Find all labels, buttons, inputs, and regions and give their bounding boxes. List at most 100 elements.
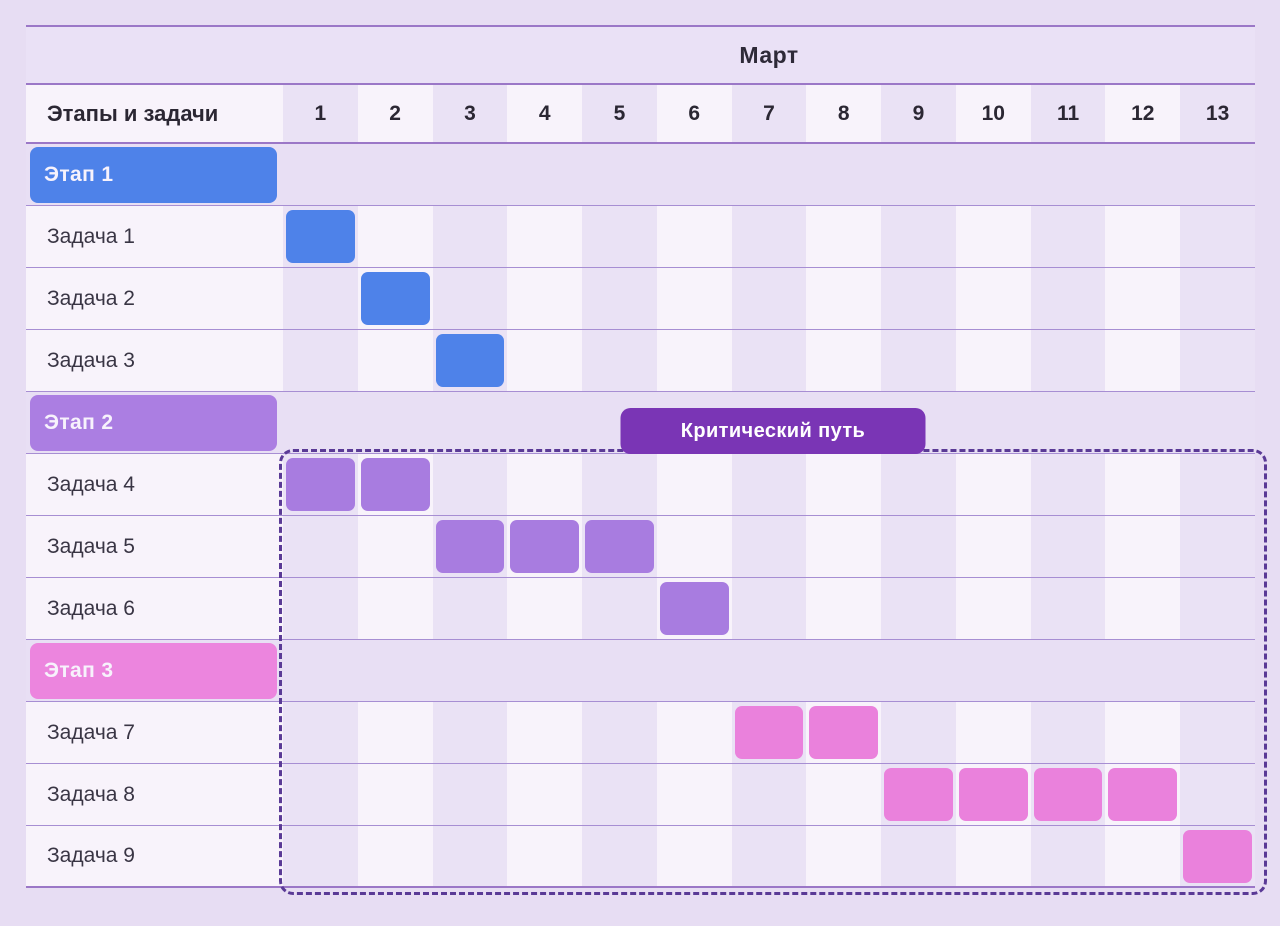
day-cell (1105, 454, 1181, 515)
stage-label: Этап 1 (44, 163, 114, 186)
header-row: Этапы и задачи 1 2 3 4 5 6 7 8 9 10 11 12 13 (26, 85, 1255, 144)
task-bar (360, 458, 430, 511)
day-cell (731, 516, 807, 577)
day-header-cell: 13 (1180, 85, 1255, 142)
day-header-cell: 8 (806, 85, 882, 142)
day-cell (283, 702, 358, 763)
day-cell (1030, 268, 1106, 329)
day-header-cell: 6 (656, 85, 732, 142)
day-cell (432, 206, 508, 267)
task-bar (734, 706, 804, 759)
day-cell (1105, 578, 1181, 639)
day-cell (507, 826, 583, 886)
stage-row: Этап 2 (26, 392, 1255, 454)
task-row: Задача 9 (26, 826, 1255, 888)
day-cell (955, 206, 1031, 267)
day-cell (1030, 330, 1106, 391)
day-cell (507, 330, 583, 391)
day-header-cell: 11 (1030, 85, 1106, 142)
day-cell (507, 206, 583, 267)
day-header-cell: 4 (507, 85, 583, 142)
day-cell (656, 268, 732, 329)
day-cell (357, 330, 433, 391)
day-cell (1030, 702, 1106, 763)
stage-row: Этап 3 (26, 640, 1255, 702)
day-cell (582, 764, 657, 825)
day-cell (806, 454, 882, 515)
task-row: Задача 6 (26, 578, 1255, 640)
day-cell (357, 516, 433, 577)
day-cell (881, 206, 956, 267)
task-bar (435, 334, 505, 387)
day-cell (881, 454, 956, 515)
day-cell (881, 516, 956, 577)
day-cell (432, 578, 508, 639)
day-cell (507, 764, 583, 825)
task-bar (286, 210, 355, 263)
task-row: Задача 3 (26, 330, 1255, 392)
day-cell (1030, 206, 1106, 267)
day-cell (1030, 454, 1106, 515)
day-cell (1105, 330, 1181, 391)
day-cell (881, 330, 956, 391)
day-cell (731, 826, 807, 886)
day-cell (955, 454, 1031, 515)
day-cell (582, 206, 657, 267)
day-cell (357, 578, 433, 639)
task-row: Задача 1 (26, 206, 1255, 268)
task-bar (1183, 830, 1252, 883)
day-cell (283, 268, 358, 329)
task-row: Задача 2 (26, 268, 1255, 330)
day-cell (955, 516, 1031, 577)
task-label: Задача 7 (26, 702, 283, 763)
day-header-cell: 1 (283, 85, 358, 142)
day-cell (507, 702, 583, 763)
task-label: Задача 2 (26, 268, 283, 329)
day-cell (806, 206, 882, 267)
day-cell (1105, 516, 1181, 577)
day-cell (731, 268, 807, 329)
day-header-cell: 12 (1105, 85, 1181, 142)
day-cell (955, 268, 1031, 329)
task-label: Задача 1 (26, 206, 283, 267)
gantt-board: Март Этапы и задачи 1 2 3 4 5 6 7 8 9 10 11 12 13 Эт… (26, 25, 1267, 895)
day-cell (1180, 578, 1255, 639)
task-bar (809, 706, 879, 759)
day-cell (283, 826, 358, 886)
day-cell (582, 702, 657, 763)
day-cell (1180, 764, 1255, 825)
day-cell (731, 578, 807, 639)
month-title-row: Март (26, 25, 1255, 85)
day-cell (881, 268, 956, 329)
stage-label: Этап 2 (44, 411, 114, 434)
day-cell (582, 454, 657, 515)
day-cell (1030, 578, 1106, 639)
task-bar (1108, 768, 1178, 821)
day-cell (1030, 826, 1106, 886)
task-label: Задача 4 (26, 454, 283, 515)
task-label: Задача 8 (26, 764, 283, 825)
day-cell (1030, 516, 1106, 577)
day-cell (955, 826, 1031, 886)
day-cell (806, 578, 882, 639)
stage-bar: Этап 2 (30, 395, 277, 451)
stage-bar: Этап 1 (30, 147, 277, 203)
day-cell (806, 268, 882, 329)
day-cell (881, 826, 956, 886)
stage-label: Этап 3 (44, 659, 114, 682)
day-cell (357, 206, 433, 267)
day-cell (656, 516, 732, 577)
day-cell (283, 516, 358, 577)
task-label: Задача 9 (26, 826, 283, 886)
day-cell (283, 578, 358, 639)
day-cell (582, 268, 657, 329)
day-cell (955, 702, 1031, 763)
day-cell (357, 702, 433, 763)
task-label: Задача 6 (26, 578, 283, 639)
day-cell (1105, 268, 1181, 329)
month-title: Март (739, 41, 799, 68)
day-cell (806, 330, 882, 391)
day-cell (432, 826, 508, 886)
day-cell (955, 578, 1031, 639)
